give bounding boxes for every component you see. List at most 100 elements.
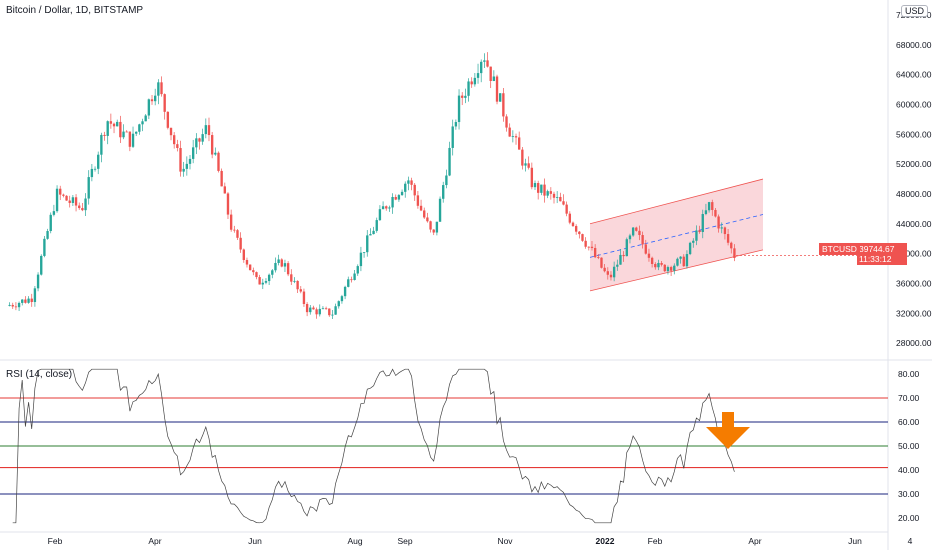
- candle-body: [565, 204, 568, 214]
- time-tick-label: Apr: [148, 536, 161, 546]
- candle-body: [353, 273, 356, 281]
- last-price-tag: BTCUSD 39744.67 11:33:12: [819, 243, 907, 265]
- candle-body: [571, 222, 575, 227]
- candle-body: [154, 95, 157, 102]
- candle-body: [682, 256, 685, 267]
- candle-body: [628, 235, 632, 240]
- candle-body: [138, 124, 141, 132]
- candle-body: [81, 208, 84, 211]
- candle-body: [40, 255, 43, 275]
- candle-body: [505, 116, 508, 128]
- candle-body: [518, 137, 521, 150]
- candle-body: [600, 257, 603, 268]
- time-tick-label: 2022: [596, 536, 615, 546]
- candle-body: [204, 125, 208, 135]
- candle-body: [347, 279, 350, 287]
- candle-body: [103, 134, 106, 136]
- rsi-tick-label: 50.00: [898, 441, 920, 451]
- candle-body: [229, 214, 233, 230]
- candle-body: [454, 122, 458, 127]
- time-tick-label: Jun: [848, 536, 862, 546]
- candle-body: [176, 144, 179, 149]
- candle-body: [78, 205, 81, 209]
- candle-body: [172, 135, 176, 145]
- price-tick-label: 32000.00: [896, 308, 932, 318]
- candle-body: [679, 256, 682, 259]
- candle-body: [150, 99, 154, 102]
- candle-body: [198, 138, 201, 142]
- candle-body: [30, 298, 33, 303]
- candle-body: [603, 267, 606, 272]
- candle-body: [49, 214, 52, 232]
- candle-body: [318, 308, 321, 315]
- candle-body: [435, 221, 439, 233]
- price-candles: [8, 52, 888, 320]
- candle-body: [578, 231, 581, 235]
- candle-body: [394, 196, 397, 200]
- candle-body: [267, 274, 271, 282]
- candle-body: [701, 214, 704, 233]
- price-tick-label: 68000.00: [896, 40, 932, 50]
- candle-body: [704, 210, 708, 215]
- candle-body: [296, 280, 299, 290]
- price-tick-label: 60000.00: [896, 99, 932, 109]
- candle-body: [426, 217, 429, 222]
- candle-body: [442, 185, 445, 199]
- price-tick-label: 48000.00: [896, 189, 932, 199]
- currency-chip[interactable]: USD: [901, 5, 929, 17]
- candle-body: [445, 175, 448, 186]
- candle-body: [650, 257, 654, 264]
- candle-body: [362, 252, 366, 253]
- candle-body: [233, 229, 236, 231]
- candle-body: [283, 263, 287, 267]
- channel-upper-line: [589, 178, 764, 225]
- axes: 28000.00 32000.00 36000.00 40000.00 44000.00…: [48, 10, 932, 546]
- candle-body: [502, 93, 505, 117]
- candle-body: [733, 248, 736, 258]
- candle-body: [432, 229, 435, 233]
- candle-body: [720, 227, 723, 229]
- candle-body: [286, 263, 290, 275]
- candle-body: [131, 133, 135, 147]
- candle-body: [635, 227, 638, 231]
- candle-body: [220, 170, 223, 187]
- candle-body: [552, 193, 556, 198]
- time-tick-label: Jun: [248, 536, 262, 546]
- price-tick-label: 52000.00: [896, 159, 932, 169]
- channel-drawing[interactable]: [589, 178, 764, 292]
- candle-body: [223, 186, 226, 194]
- rsi-tick-label: 80.00: [898, 369, 920, 379]
- candle-body: [470, 81, 473, 85]
- candle-body: [299, 289, 302, 292]
- candle-body: [609, 274, 613, 278]
- time-tick-label: Nov: [497, 536, 513, 546]
- price-tag-symbol: BTCUSD: [819, 243, 860, 255]
- candle-body: [160, 82, 163, 95]
- candle-body: [290, 274, 293, 282]
- candle-body: [647, 253, 651, 258]
- candle-body: [242, 249, 245, 260]
- candle-body: [666, 267, 670, 272]
- time-tick-label: Sep: [397, 536, 412, 546]
- candle-body: [378, 209, 382, 221]
- candle-body: [400, 191, 404, 196]
- candle-body: [457, 95, 461, 123]
- candle-body: [419, 205, 423, 211]
- candle-body: [461, 95, 464, 98]
- candle-body: [543, 184, 546, 196]
- price-tick-label: 56000.00: [896, 129, 932, 139]
- candle-body: [375, 220, 378, 231]
- candle-body: [74, 197, 78, 206]
- candle-body: [55, 188, 59, 212]
- candle-body: [33, 288, 37, 303]
- candle-body: [68, 200, 71, 203]
- candle-body: [356, 266, 359, 274]
- candle-body: [410, 180, 413, 185]
- candle-body: [574, 226, 578, 232]
- candle-body: [321, 308, 325, 310]
- candle-body: [305, 304, 309, 313]
- candle-body: [24, 299, 27, 303]
- candle-body: [568, 213, 572, 223]
